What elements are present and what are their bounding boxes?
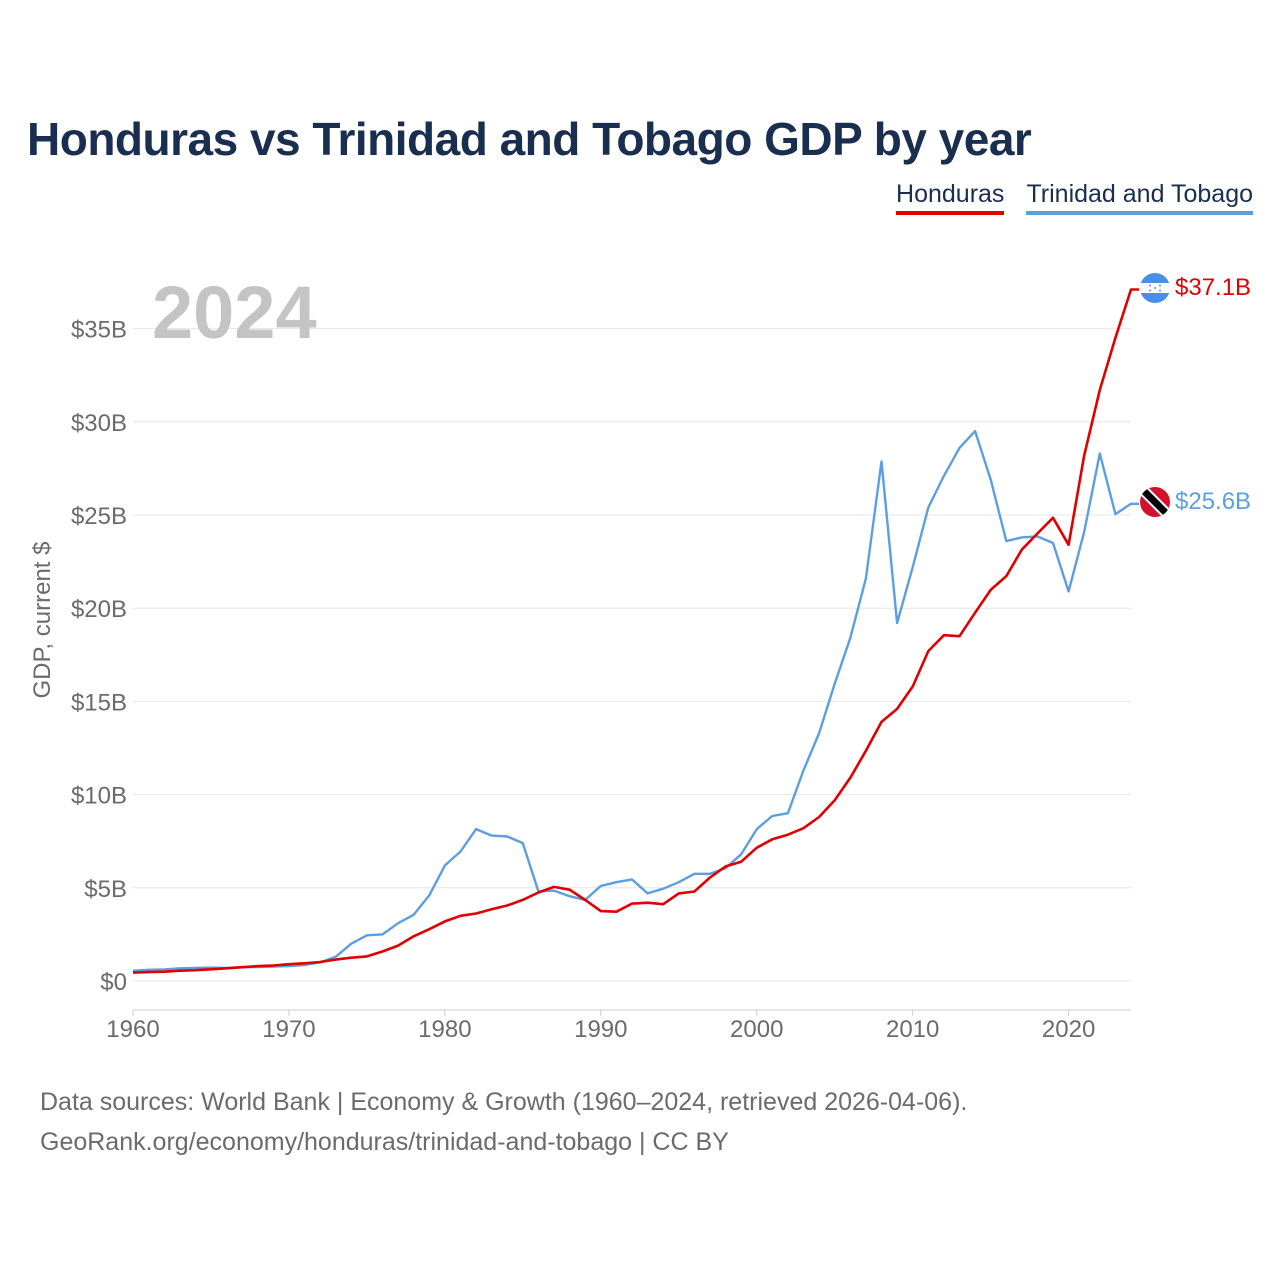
y-tick-label: $20B — [71, 596, 127, 623]
x-tick-label: 1990 — [574, 1016, 627, 1043]
y-tick-label: $0 — [100, 969, 127, 996]
x-tick-label: 2000 — [730, 1016, 783, 1043]
honduras-end-label: $37.1B — [1175, 274, 1251, 301]
y-tick-label: $15B — [71, 689, 127, 716]
x-tick-label: 1970 — [262, 1016, 315, 1043]
legend: Honduras Trinidad and Tobago — [896, 180, 1253, 215]
y-tick-label: $35B — [71, 317, 127, 344]
series-line-trinidad-and-tobago — [132, 429, 1139, 972]
footer: Data sources: World Bank | Economy & Gro… — [40, 1082, 967, 1162]
data-source-note: Data sources: World Bank | Economy & Gro… — [40, 1088, 968, 1116]
y-tick-label: $25B — [71, 503, 127, 530]
legend-item-honduras[interactable]: Honduras — [896, 180, 1005, 215]
x-tick-label: 1980 — [418, 1016, 471, 1043]
y-axis-title: GDP, current $ — [29, 542, 56, 699]
x-tick-label: 1960 — [106, 1016, 159, 1043]
x-tick-label: 2010 — [886, 1016, 939, 1043]
x-tick-label: 2020 — [1042, 1016, 1095, 1043]
series-line-honduras — [132, 288, 1139, 974]
y-tick-label: $5B — [84, 876, 127, 903]
honduras-flag-icon — [1140, 273, 1170, 303]
legend-item-trinidad-and-tobago[interactable]: Trinidad and Tobago — [1026, 180, 1253, 215]
year-watermark: 2024 — [152, 271, 317, 354]
y-tick-label: $30B — [71, 410, 127, 437]
gdp-line-chart: 2024 $0 $5B $10B $15B $20B $25B $30B $35B 1960 19… — [29, 271, 1251, 1043]
source-link[interactable]: GeoRank.org/economy/honduras/trinidad-an… — [40, 1128, 729, 1156]
trinidad-and-tobago-flag-icon — [1140, 487, 1170, 517]
trinidad-and-tobago-end-label: $25.6B — [1175, 488, 1251, 515]
chart-title: Honduras vs Trinidad and Tobago GDP by y… — [27, 113, 1032, 165]
y-tick-label: $10B — [71, 783, 127, 810]
